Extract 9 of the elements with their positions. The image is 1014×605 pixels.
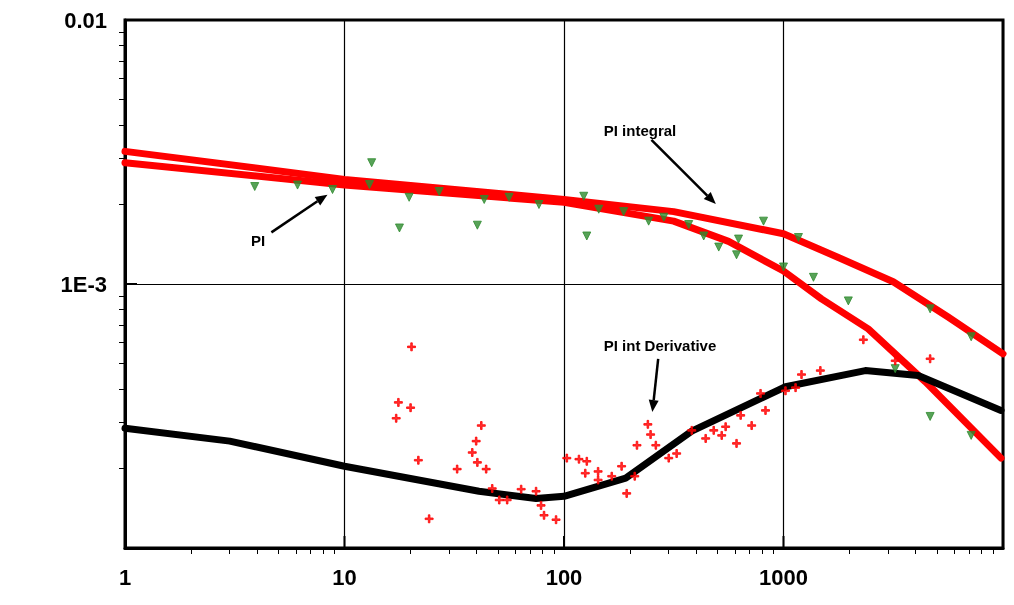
- annotation: PI integral: [603, 121, 677, 139]
- annotation: PI: [250, 231, 266, 249]
- y-tick-label: 0.01: [64, 7, 107, 33]
- x-tick-label: 10: [332, 564, 357, 590]
- x-tick-label: 100: [545, 564, 583, 590]
- x-tick-label: 1: [118, 564, 132, 590]
- annotation: PI int Derivative: [603, 336, 717, 354]
- x-tick-label: 1000: [759, 564, 808, 590]
- y-tick-label: 1E-3: [60, 271, 107, 297]
